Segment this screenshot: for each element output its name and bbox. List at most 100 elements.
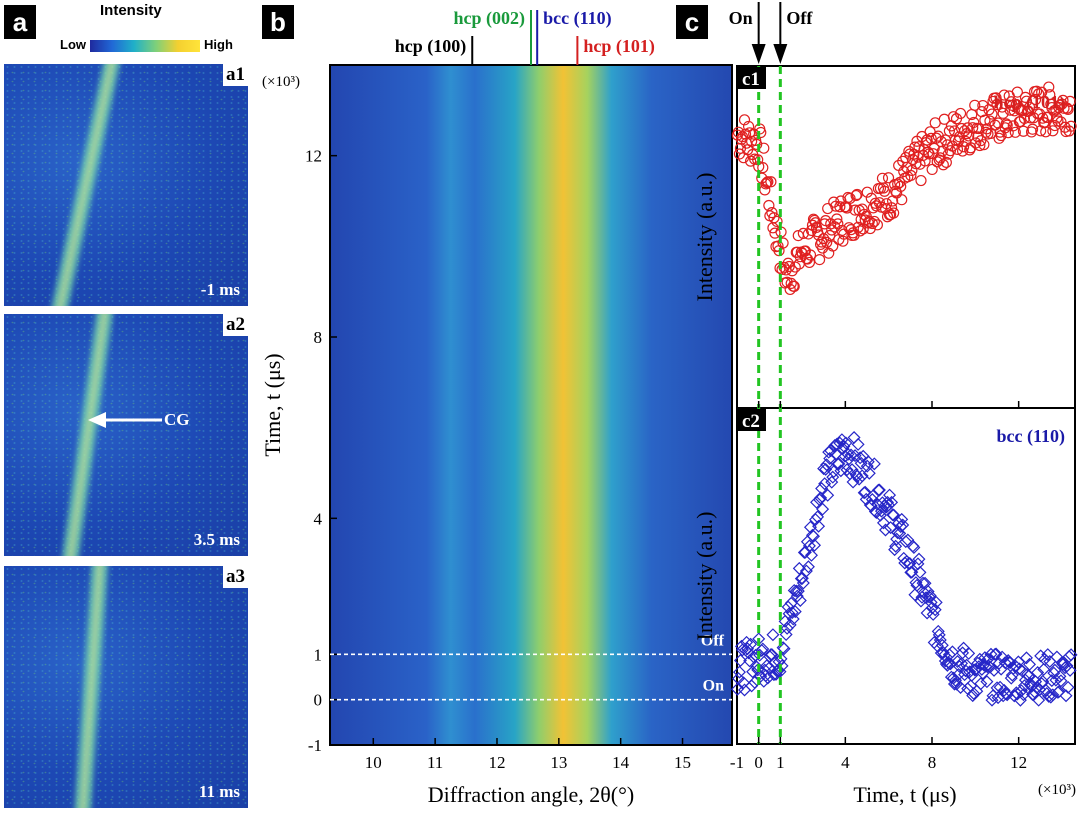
colorbar-gradient xyxy=(90,40,200,52)
c2-data-point xyxy=(773,665,787,679)
heatmap-y-label: Time, t (μs) xyxy=(260,353,285,456)
c1-data-point xyxy=(1064,95,1076,107)
c1-data-point xyxy=(979,114,991,126)
c2-data-point xyxy=(974,677,988,691)
c1-data-point xyxy=(738,114,751,126)
heatmap-x-label: Diffraction angle, 2θ(°) xyxy=(428,782,634,807)
marker-arrowhead-icon xyxy=(751,44,766,64)
c1-data-point xyxy=(762,176,774,188)
c2-data-point xyxy=(1061,680,1075,694)
c1-data-point xyxy=(1062,103,1074,115)
c1-data-point xyxy=(937,159,949,171)
c2-data-point xyxy=(903,556,917,570)
c1-data-point xyxy=(978,139,990,151)
c1-data-point xyxy=(771,215,783,228)
c2-data-point xyxy=(1060,659,1074,673)
c1-y-label: Intensity (a.u.) xyxy=(692,173,717,302)
c1-data-point xyxy=(961,128,973,140)
c1-data-point xyxy=(765,176,777,188)
peak-label: hcp (100) xyxy=(395,36,467,57)
marker-label: On xyxy=(729,8,753,28)
c1-data-point xyxy=(832,218,844,230)
c1-data-point xyxy=(943,125,955,137)
c1-data-point xyxy=(868,215,880,228)
c1-data-point xyxy=(866,217,878,230)
c2-data-point xyxy=(885,495,899,509)
c1-data-point xyxy=(969,99,981,111)
c1-data-point xyxy=(1061,102,1073,114)
image-a3: a3 11 ms xyxy=(4,566,248,808)
c2-data-point xyxy=(1018,673,1032,687)
c1-data-point xyxy=(1027,112,1040,124)
c2-data-point xyxy=(940,658,954,672)
c1-data-point xyxy=(990,92,1002,104)
c2-data-point xyxy=(871,483,885,497)
c1-data-point xyxy=(892,178,904,190)
c1-data-point xyxy=(769,227,781,239)
c1-data-point xyxy=(785,277,797,290)
c1-data-point xyxy=(915,174,927,187)
tag-a3: a3 xyxy=(223,566,248,588)
c2-data-point xyxy=(887,508,901,522)
c1-data-point xyxy=(854,225,866,237)
c1-data-point xyxy=(768,212,780,224)
c1-data-point xyxy=(818,233,830,245)
c1-tag-bg xyxy=(738,67,766,89)
c1-data-point xyxy=(850,189,862,202)
c2-data-point xyxy=(808,538,822,552)
c2-data-point xyxy=(732,665,746,679)
c1-data-point xyxy=(1042,111,1054,123)
c2-data-point xyxy=(1063,663,1077,677)
image-a2: a2 CG 3.5 ms xyxy=(4,314,248,556)
c2-data-point xyxy=(995,650,1009,664)
c1-data-point xyxy=(991,98,1003,111)
c2-data-point xyxy=(896,518,910,532)
c2-data-point xyxy=(909,576,923,590)
c2-data-point xyxy=(1064,648,1078,662)
c2-data-point xyxy=(990,681,1004,695)
c2-data-point xyxy=(766,628,780,642)
c1-data-point xyxy=(736,131,749,143)
c2-data-point xyxy=(912,552,926,566)
c-x-tick-label: 8 xyxy=(928,753,937,772)
c2-data-point xyxy=(1037,662,1051,676)
c2-data-point xyxy=(815,482,829,496)
c2-data-point xyxy=(733,653,747,667)
c2-data-point xyxy=(796,576,810,590)
c1-data-point xyxy=(928,142,940,155)
c1-data-point xyxy=(1063,125,1075,137)
c1-data-point xyxy=(931,156,943,168)
c1-data-point xyxy=(878,185,891,197)
c2-data-point xyxy=(811,510,825,524)
c2-data-point xyxy=(835,433,849,447)
c2-data-point xyxy=(1031,666,1045,680)
c2-data-point xyxy=(812,519,826,533)
c2-data-point xyxy=(907,540,921,554)
c2-data-point xyxy=(1019,651,1033,665)
c2-data-point xyxy=(913,565,927,579)
c2-data-point xyxy=(823,451,837,465)
colorbar-title: Intensity xyxy=(100,2,162,19)
c1-data-point xyxy=(766,207,778,219)
c1-data-point xyxy=(821,236,833,248)
c2-data-point xyxy=(908,588,922,602)
c1-data-point xyxy=(813,253,826,266)
peak-label: bcc (110) xyxy=(543,8,611,29)
c1-data-point xyxy=(804,249,817,261)
c1-data-point xyxy=(849,204,861,216)
c2-data-point xyxy=(829,447,843,461)
c1-data-point xyxy=(1023,101,1036,113)
heatmap-x-tick-label: 13 xyxy=(550,753,567,772)
c2-data-point xyxy=(874,504,888,518)
c1-data-point xyxy=(997,107,1009,119)
c1-data-point xyxy=(803,256,816,269)
c2-data-point xyxy=(788,605,802,619)
c1-data-point xyxy=(786,265,798,277)
peak-label: hcp (101) xyxy=(583,36,655,57)
c2-data-point xyxy=(753,648,767,662)
c1-data-point xyxy=(885,202,898,214)
c2-data-point xyxy=(989,647,1003,661)
c1-data-point xyxy=(1026,123,1039,135)
